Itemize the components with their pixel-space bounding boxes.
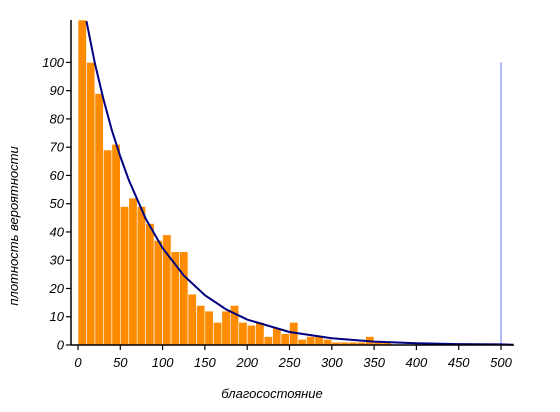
bar	[187, 293, 197, 346]
bar	[111, 144, 121, 346]
bar	[246, 324, 256, 346]
x-tick-label: 150	[194, 355, 216, 370]
bar	[272, 327, 282, 346]
y-tick-label: 30	[50, 253, 65, 268]
bar	[213, 322, 223, 346]
bar	[120, 206, 130, 346]
bar	[179, 251, 189, 346]
bar	[103, 149, 113, 346]
y-axis-label: плотность вероятности	[6, 146, 21, 305]
bar	[94, 93, 104, 346]
bar	[86, 62, 96, 346]
y-tick-label: 40	[50, 224, 65, 239]
y-tick-label: 50	[50, 196, 65, 211]
bar	[204, 310, 214, 346]
x-tick-label: 0	[74, 355, 82, 370]
bar	[221, 310, 231, 346]
x-tick-label: 350	[363, 355, 385, 370]
y-tick-label: 20	[49, 281, 65, 296]
y-tick-label: 90	[50, 83, 65, 98]
bar	[263, 336, 273, 346]
bar	[77, 20, 87, 346]
bar	[128, 197, 138, 346]
x-tick-label: 300	[321, 355, 343, 370]
y-tick-label: 80	[50, 111, 65, 126]
bar	[196, 305, 206, 346]
x-tick-label: 250	[278, 355, 301, 370]
y-tick-label: 100	[42, 55, 64, 70]
y-tick-label: 10	[50, 309, 65, 324]
bar	[153, 240, 163, 346]
x-axis-label: благосостояние	[221, 386, 323, 401]
y-tick-label: 70	[50, 140, 65, 155]
x-tick-label: 500	[490, 355, 512, 370]
x-tick-label: 200	[235, 355, 258, 370]
bar	[255, 322, 265, 346]
fit-curve	[85, 20, 514, 346]
plot-area	[77, 20, 514, 346]
bar	[145, 223, 155, 346]
x-tick-label: 400	[406, 355, 428, 370]
bar	[238, 322, 248, 346]
y-tick-label: 0	[57, 338, 65, 353]
bar	[323, 339, 333, 346]
x-tick-label: 100	[152, 355, 174, 370]
bar	[280, 333, 290, 346]
bar	[136, 206, 146, 346]
x-tick-label: 50	[113, 355, 128, 370]
y-tick-label: 60	[50, 168, 65, 183]
bar	[297, 339, 307, 346]
bar	[306, 336, 316, 346]
x-tick-label: 450	[448, 355, 470, 370]
